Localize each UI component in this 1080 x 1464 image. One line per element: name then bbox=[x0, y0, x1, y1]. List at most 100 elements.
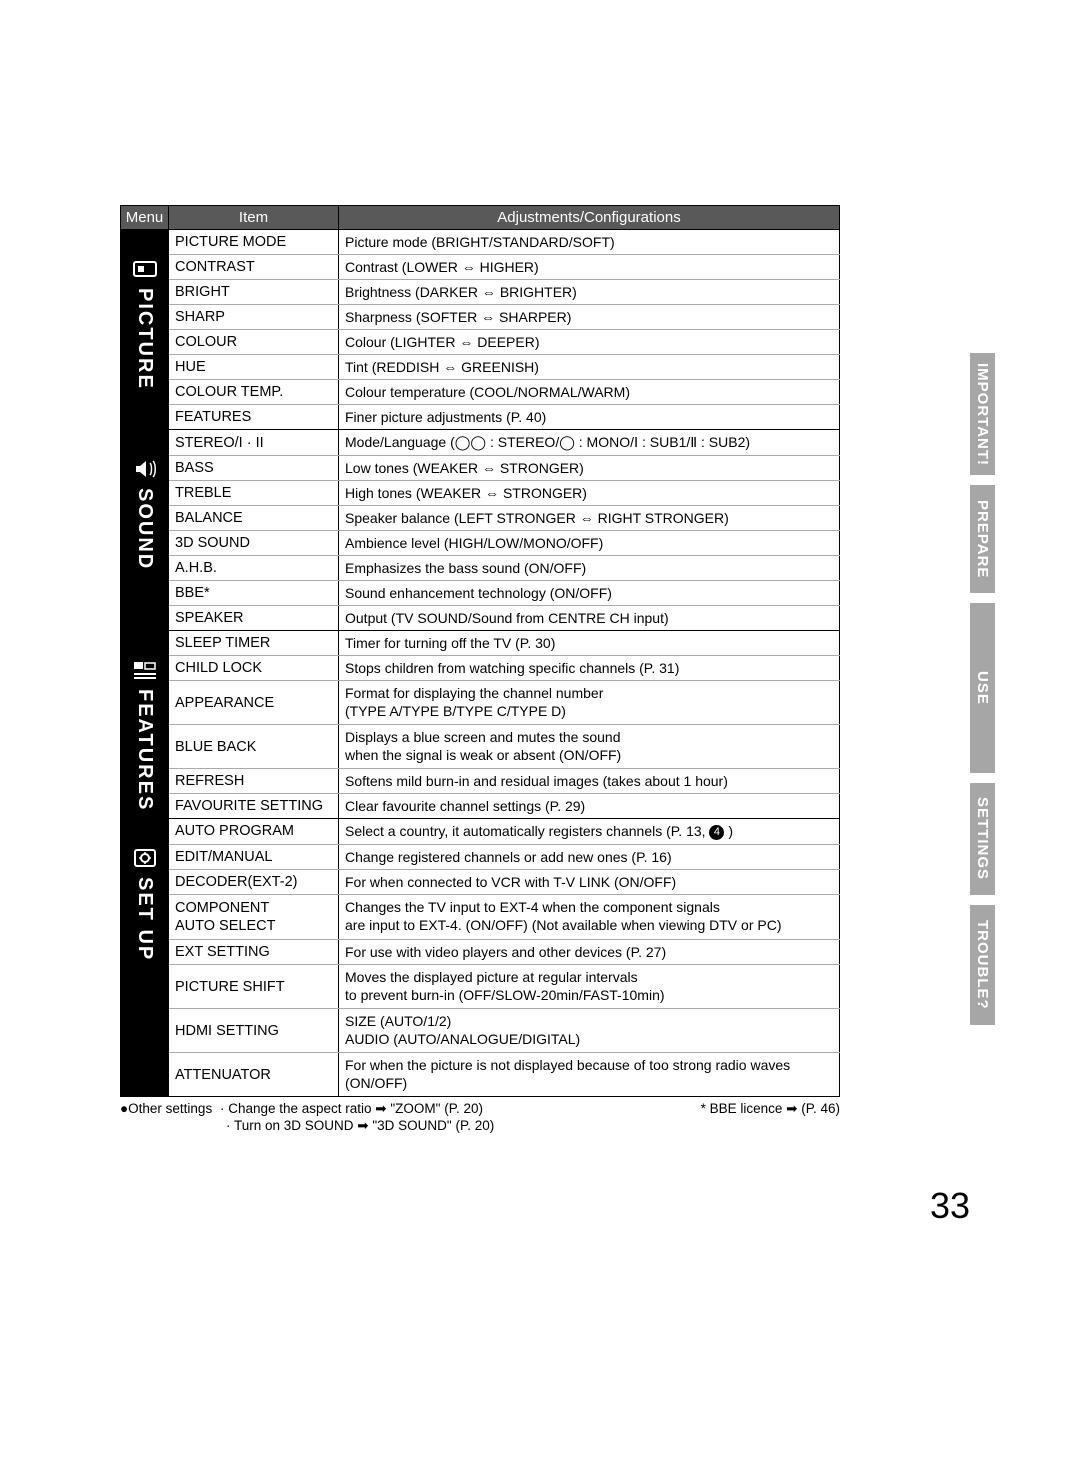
manual-page: Menu Item Adjustments/Configurations PIC… bbox=[120, 205, 970, 1135]
footnote-lead: ●Other settings bbox=[120, 1101, 212, 1116]
item-cell: CHILD LOCK bbox=[169, 656, 339, 681]
adj-cell: Contrast (LOWER ⇔ HIGHER) bbox=[339, 255, 840, 280]
table-row: BRIGHTBrightness (DARKER ⇔ BRIGHTER) bbox=[121, 280, 840, 305]
side-tabs: IMPORTANT!PREPAREUSESETTINGSTROUBLE? bbox=[970, 353, 1000, 1035]
header-item: Item bbox=[169, 206, 339, 230]
table-row: BALANCESpeaker balance (LEFT STRONGER ⇔ … bbox=[121, 506, 840, 531]
table-header-row: Menu Item Adjustments/Configurations bbox=[121, 206, 840, 230]
side-tab-important: IMPORTANT! bbox=[970, 353, 995, 475]
table-row: COMPONENTAUTO SELECTChanges the TV input… bbox=[121, 894, 840, 939]
adj-cell: Tint (REDDISH ⇔ GREENISH) bbox=[339, 355, 840, 380]
adj-cell: Colour temperature (COOL/NORMAL/WARM) bbox=[339, 380, 840, 405]
item-cell: SHARP bbox=[169, 305, 339, 330]
menu-cell-sound: SOUND bbox=[121, 430, 169, 631]
adj-cell: Ambience level (HIGH/LOW/MONO/OFF) bbox=[339, 531, 840, 556]
table-row: APPEARANCEFormat for displaying the chan… bbox=[121, 681, 840, 725]
adj-cell: Format for displaying the channel number… bbox=[339, 681, 840, 725]
side-tab-use: USE bbox=[970, 603, 995, 773]
item-cell: CONTRAST bbox=[169, 255, 339, 280]
header-adj: Adjustments/Configurations bbox=[339, 206, 840, 230]
item-cell: BALANCE bbox=[169, 506, 339, 531]
table-row: EDIT/MANUALChange registered channels or… bbox=[121, 844, 840, 869]
adj-cell: Timer for turning off the TV (P. 30) bbox=[339, 631, 840, 656]
adj-cell: Picture mode (BRIGHT/STANDARD/SOFT) bbox=[339, 230, 840, 255]
table-row: A.H.B.Emphasizes the bass sound (ON/OFF) bbox=[121, 556, 840, 581]
table-row: BBE*Sound enhancement technology (ON/OFF… bbox=[121, 581, 840, 606]
adj-cell: Select a country, it automatically regis… bbox=[339, 819, 840, 845]
adj-cell: Speaker balance (LEFT STRONGER ⇔ RIGHT S… bbox=[339, 506, 840, 531]
table-row: SPEAKEROutput (TV SOUND/Sound from CENTR… bbox=[121, 606, 840, 631]
item-cell: PICTURE MODE bbox=[169, 230, 339, 255]
adj-cell: Mode/Language (◯◯ : STEREO/◯ : MONO/Ⅰ : … bbox=[339, 430, 840, 456]
item-cell: HDMI SETTING bbox=[169, 1009, 339, 1053]
table-row: BLUE BACKDisplays a blue screen and mute… bbox=[121, 725, 840, 769]
item-cell: COMPONENTAUTO SELECT bbox=[169, 894, 339, 939]
adj-cell: Output (TV SOUND/Sound from CENTRE CH in… bbox=[339, 606, 840, 631]
table-row: SHARPSharpness (SOFTER ⇔ SHARPER) bbox=[121, 305, 840, 330]
table-row: BASSLow tones (WEAKER ⇔ STRONGER) bbox=[121, 456, 840, 481]
item-cell: EDIT/MANUAL bbox=[169, 844, 339, 869]
table-row: REFRESHSoftens mild burn-in and residual… bbox=[121, 769, 840, 794]
menu-cell-set-up: SET UP bbox=[121, 819, 169, 1097]
footnotes: ●Other settings · Change the aspect rati… bbox=[120, 1101, 840, 1134]
item-cell: SPEAKER bbox=[169, 606, 339, 631]
item-cell: DECODER(EXT-2) bbox=[169, 869, 339, 894]
item-cell: AUTO PROGRAM bbox=[169, 819, 339, 845]
adj-cell: Clear favourite channel settings (P. 29) bbox=[339, 794, 840, 819]
side-tab-prepare: PREPARE bbox=[970, 485, 995, 593]
table-row: ATTENUATORFor when the picture is not di… bbox=[121, 1053, 840, 1097]
table-row: COLOUR TEMP.Colour temperature (COOL/NOR… bbox=[121, 380, 840, 405]
footnote-line2: · Turn on 3D SOUND ➡ "3D SOUND" (P. 20) bbox=[226, 1118, 494, 1133]
menu-label: SOUND bbox=[133, 488, 156, 570]
item-cell: PICTURE SHIFT bbox=[169, 965, 339, 1009]
table-row: 3D SOUNDAmbience level (HIGH/LOW/MONO/OF… bbox=[121, 531, 840, 556]
item-cell: BBE* bbox=[169, 581, 339, 606]
adj-cell: Low tones (WEAKER ⇔ STRONGER) bbox=[339, 456, 840, 481]
step-4-icon: 4 bbox=[709, 825, 724, 840]
table-row: FEATURESSLEEP TIMERTimer for turning off… bbox=[121, 631, 840, 656]
item-cell: COLOUR TEMP. bbox=[169, 380, 339, 405]
menu-cell-picture: PICTURE bbox=[121, 230, 169, 430]
item-cell: APPEARANCE bbox=[169, 681, 339, 725]
menu-label: PICTURE bbox=[133, 288, 156, 390]
settings-table: Menu Item Adjustments/Configurations PIC… bbox=[120, 205, 840, 1097]
item-cell: SLEEP TIMER bbox=[169, 631, 339, 656]
adj-cell: Displays a blue screen and mutes the sou… bbox=[339, 725, 840, 769]
page-number: 33 bbox=[930, 1185, 970, 1227]
item-cell: BRIGHT bbox=[169, 280, 339, 305]
side-tab-settings: SETTINGS bbox=[970, 783, 995, 895]
table-row: FAVOURITE SETTINGClear favourite channel… bbox=[121, 794, 840, 819]
table-row: SET UPAUTO PROGRAMSelect a country, it a… bbox=[121, 819, 840, 845]
menu-label: FEATURES bbox=[133, 689, 156, 811]
adj-cell: Emphasizes the bass sound (ON/OFF) bbox=[339, 556, 840, 581]
item-cell: 3D SOUND bbox=[169, 531, 339, 556]
adj-cell: Stops children from watching specific ch… bbox=[339, 656, 840, 681]
item-cell: REFRESH bbox=[169, 769, 339, 794]
table-row: DECODER(EXT-2)For when connected to VCR … bbox=[121, 869, 840, 894]
adj-cell: For when connected to VCR with T-V LINK … bbox=[339, 869, 840, 894]
table-row: PICTURE SHIFTMoves the displayed picture… bbox=[121, 965, 840, 1009]
table-row: CHILD LOCKStops children from watching s… bbox=[121, 656, 840, 681]
table-row: TREBLEHigh tones (WEAKER ⇔ STRONGER) bbox=[121, 481, 840, 506]
features-icon bbox=[132, 659, 158, 681]
item-cell: BASS bbox=[169, 456, 339, 481]
adj-cell: Moves the displayed picture at regular i… bbox=[339, 965, 840, 1009]
item-cell: FEATURES bbox=[169, 405, 339, 430]
adj-cell: Sound enhancement technology (ON/OFF) bbox=[339, 581, 840, 606]
footnote-right: * BBE licence ➡ (P. 46) bbox=[701, 1101, 840, 1117]
sound-icon bbox=[132, 458, 158, 480]
item-cell: A.H.B. bbox=[169, 556, 339, 581]
adj-cell: Colour (LIGHTER ⇔ DEEPER) bbox=[339, 330, 840, 355]
picture-icon bbox=[132, 258, 158, 280]
adj-cell: High tones (WEAKER ⇔ STRONGER) bbox=[339, 481, 840, 506]
adj-cell: Brightness (DARKER ⇔ BRIGHTER) bbox=[339, 280, 840, 305]
item-cell: EXT SETTING bbox=[169, 940, 339, 965]
adj-cell: Softens mild burn-in and residual images… bbox=[339, 769, 840, 794]
setup-icon bbox=[132, 847, 158, 869]
adj-cell: For use with video players and other dev… bbox=[339, 940, 840, 965]
item-cell: STEREO/I · II bbox=[169, 430, 339, 456]
adj-cell: Finer picture adjustments (P. 40) bbox=[339, 405, 840, 430]
adj-cell: For when the picture is not displayed be… bbox=[339, 1053, 840, 1097]
table-row: EXT SETTINGFor use with video players an… bbox=[121, 940, 840, 965]
footnote-line1: · Change the aspect ratio ➡ "ZOOM" (P. 2… bbox=[220, 1101, 483, 1116]
